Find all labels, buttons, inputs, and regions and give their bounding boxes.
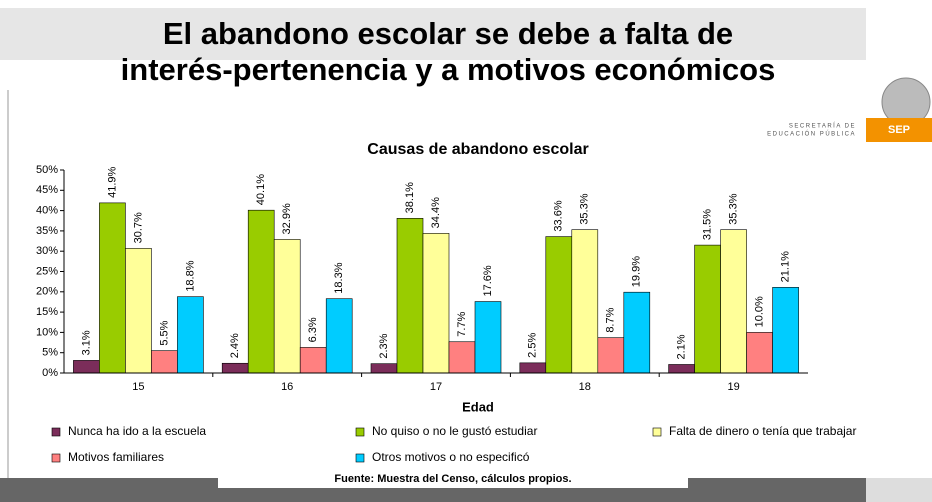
value-label: 7.7% [456, 311, 468, 336]
bar [623, 291, 651, 374]
value-label: 35.3% [579, 193, 591, 224]
bar [325, 298, 353, 374]
legend-label: No quiso o no le gustó estudiar [372, 424, 537, 438]
value-label: 31.5% [702, 209, 714, 240]
bar [396, 218, 424, 374]
value-label: 38.1% [404, 182, 416, 213]
legend-label: Falta de dinero o tenía que trabajar [669, 424, 856, 438]
x-tick-label: 19 [727, 381, 739, 393]
agency: EDUCACIÓN PÚBLICA [767, 131, 856, 138]
bar [720, 229, 747, 374]
logo-box [866, 118, 932, 142]
legend-swatch [51, 427, 61, 437]
value-label: 35.3% [728, 193, 740, 224]
bar [370, 363, 398, 374]
legend-swatch [51, 453, 61, 463]
bar [474, 301, 502, 374]
bar [125, 248, 152, 374]
legend-label: Nunca ha ido a la escuela [68, 424, 206, 438]
y-tick-label: 25% [36, 265, 58, 277]
value-label: 2.5% [527, 333, 539, 358]
bar [247, 209, 275, 374]
y-tick-label: 5% [42, 347, 58, 359]
value-label: 18.8% [184, 260, 196, 291]
value-label: 2.4% [229, 333, 241, 358]
legend-label: Motivos familiares [68, 450, 164, 464]
value-label: 2.3% [378, 333, 390, 358]
y-tick-label: 35% [36, 225, 58, 237]
value-label: 30.7% [132, 212, 144, 243]
value-label: 19.9% [631, 256, 643, 287]
y-tick-label: 30% [36, 245, 58, 257]
value-label: 8.7% [605, 307, 617, 332]
value-label: 21.1% [780, 251, 792, 282]
title-banner [0, 8, 866, 60]
agency: SECRETARÍA DE [789, 123, 856, 130]
y-tick-label: 20% [36, 286, 58, 298]
footer-box [866, 478, 932, 502]
bar [545, 236, 573, 374]
y-tick-label: 40% [36, 205, 58, 217]
chart-title: Causas de abandono escolar [367, 141, 588, 158]
source-box [218, 470, 688, 488]
bar [422, 233, 450, 374]
value-label: 41.9% [106, 166, 118, 197]
bar [299, 347, 327, 374]
value-label: 3.1% [80, 330, 92, 355]
y-tick-label: 0% [42, 367, 58, 379]
legend-label: Otros motivos o no especificó [372, 450, 530, 464]
value-label: 18.3% [333, 262, 345, 293]
y-tick-label: 50% [36, 164, 58, 176]
x-tick-label: 18 [579, 381, 591, 393]
bar [177, 296, 204, 374]
legend-swatch [355, 427, 365, 437]
y-tick-label: 15% [36, 306, 58, 318]
value-label: 10.0% [754, 296, 766, 327]
slide-title: El abandono escolar se debe a falta de [163, 16, 733, 51]
bar [668, 364, 695, 374]
x-tick-label: 16 [281, 381, 293, 393]
bar [519, 362, 547, 374]
y-tick-label: 45% [36, 184, 58, 196]
x-tick-label: 15 [132, 381, 144, 393]
bar [99, 202, 126, 374]
value-label: 2.1% [676, 334, 688, 359]
logo: SEP [888, 124, 910, 136]
bar [448, 341, 476, 374]
legend-swatch [355, 453, 365, 463]
bar [597, 337, 625, 374]
bar [694, 244, 721, 374]
value-label: 34.4% [430, 197, 442, 228]
x-axis-label: Edad [462, 399, 494, 414]
bar [221, 362, 249, 374]
bar [571, 229, 599, 374]
bar [772, 287, 799, 374]
value-label: 32.9% [281, 203, 293, 234]
value-label: 5.5% [158, 320, 170, 345]
legend-swatch [652, 427, 662, 437]
value-label: 17.6% [482, 265, 494, 296]
bar [746, 332, 773, 374]
x-tick-label: 17 [430, 381, 442, 393]
bar [151, 350, 178, 374]
value-label: 33.6% [553, 200, 565, 231]
y-tick-label: 10% [36, 326, 58, 338]
source: Fuente: Muestra del Censo, cálculos prop… [334, 473, 571, 485]
bar [73, 360, 100, 374]
slide-title: interés-pertenencia y a motivos económic… [121, 52, 776, 87]
bar [273, 239, 301, 374]
value-label: 6.3% [307, 317, 319, 342]
value-label: 40.1% [255, 174, 267, 205]
